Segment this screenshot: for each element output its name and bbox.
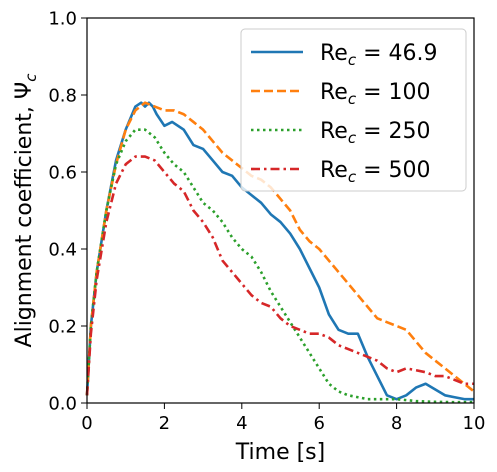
legend-label-value: = 46.9: [356, 41, 437, 66]
x-tick-label: 10: [463, 413, 486, 434]
legend-label-subscript: c: [348, 90, 357, 108]
series-line: [85, 128, 474, 404]
x-tick-label: 0: [81, 413, 92, 434]
legend-label-prefix: Re: [320, 119, 348, 144]
legend-label-subscript: c: [348, 51, 357, 69]
legend-box: [240, 28, 467, 192]
series-line: [85, 101, 475, 396]
y-axis-ticks: 0.0 0.2 0.4 0.6 0.8 1.0: [48, 9, 87, 415]
y-tick-label: 0.0: [48, 394, 77, 415]
legend-label-prefix: Re: [320, 41, 348, 66]
legend-label-value: = 250: [356, 119, 430, 144]
y-tick-label: 0.4: [48, 240, 77, 261]
y-axis-title-main: Alignment coefficient, Ψ: [12, 82, 37, 348]
y-tick-label: 0.2: [48, 317, 77, 338]
series-layer: [85, 101, 475, 404]
legend-label: Rec = 250: [320, 119, 431, 147]
x-tick-label: 6: [313, 413, 324, 434]
x-tick-label: 8: [391, 413, 402, 434]
legend-label-prefix: Re: [320, 158, 348, 183]
y-tick-label: 1.0: [48, 9, 77, 30]
x-axis-ticks: 0 2 4 6 8 10: [81, 403, 485, 434]
legend-label-prefix: Re: [320, 80, 348, 105]
legend-label: Rec = 100: [320, 80, 431, 108]
legend-label-subscript: c: [348, 129, 357, 147]
axes-border: [86, 17, 475, 404]
x-tick-label: 4: [236, 413, 247, 434]
series-line: [85, 155, 474, 396]
legend-label: Rec = 500: [320, 158, 431, 186]
x-axis-title: Time [s]: [235, 440, 325, 465]
y-axis-title: Alignment coefficient, Ψc: [12, 73, 40, 348]
legend-label-value: = 100: [356, 80, 430, 105]
y-tick-label: 0.6: [48, 163, 77, 184]
y-axis-title-subscript: c: [22, 73, 40, 82]
y-tick-label: 0.8: [48, 86, 77, 107]
legend-label-value: = 500: [356, 158, 430, 183]
legend-label-subscript: c: [348, 168, 357, 186]
legend-label: Rec = 46.9: [320, 41, 438, 69]
x-tick-label: 2: [159, 413, 170, 434]
